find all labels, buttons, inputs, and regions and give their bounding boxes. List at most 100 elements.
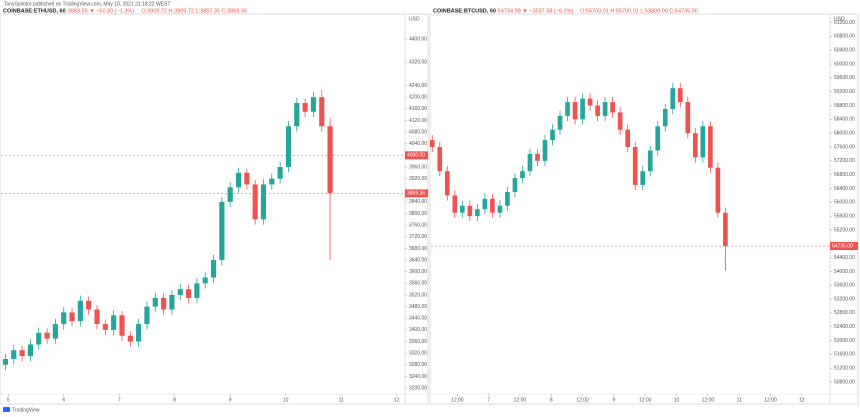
y-tick-label: 56000.00 — [834, 200, 855, 206]
candle-body — [252, 184, 258, 220]
y-tick-label: 54400.00 — [834, 255, 855, 261]
candle-body — [185, 289, 192, 298]
y-tick-label: 58400.00 — [834, 117, 855, 123]
candle-body — [227, 187, 233, 202]
candle-body — [86, 300, 92, 310]
candle-body — [11, 350, 17, 359]
y-tick-label: 57600.00 — [834, 144, 855, 150]
brand: TradingView — [12, 407, 40, 413]
candle-body — [52, 324, 58, 339]
y-unit: USD — [409, 16, 420, 22]
candle-body — [557, 115, 563, 130]
candle-body — [550, 129, 555, 141]
candle-body — [617, 112, 623, 130]
candle-body — [302, 102, 308, 112]
candle-body — [610, 102, 615, 113]
x-tick-label: 8 — [173, 397, 176, 403]
y-tick-label: 60400.00 — [834, 48, 855, 54]
y-tick-label: 4040.00 — [409, 141, 427, 147]
chart-title: COINBASE:BTCUSD, 60 — [433, 8, 496, 14]
candle-body — [77, 300, 83, 322]
candle-body — [565, 102, 570, 116]
x-tick-label: 9 — [613, 397, 616, 403]
x-tick-label: 12 — [799, 397, 805, 403]
candle-body — [169, 294, 175, 310]
ohlc-info: O:3909.72 H:3909.72 L:3857.35 C:3869.36 — [141, 8, 247, 14]
x-tick-label: 6 — [62, 397, 65, 403]
candle-body — [723, 212, 728, 247]
y-tick-label: 51600.00 — [834, 352, 855, 358]
candle-body — [194, 283, 200, 298]
x-tick-label: 9 — [229, 397, 232, 403]
candle-body — [111, 315, 117, 330]
last-price-label: 54735.00 — [832, 243, 853, 249]
candle-body — [277, 166, 283, 179]
y-tick-label: 57200.00 — [834, 158, 855, 164]
candle-body — [685, 102, 691, 134]
y-tick-label: 52400.00 — [834, 324, 855, 330]
candle-body — [512, 178, 518, 192]
candle-body — [527, 153, 533, 172]
y-tick-label: 3240.00 — [409, 374, 427, 380]
candle-body — [235, 172, 242, 188]
y-tick-label: 3200.00 — [409, 385, 427, 391]
candle-body — [319, 97, 325, 127]
y-tick-label: 3400.00 — [409, 327, 427, 333]
candle-body — [595, 105, 600, 116]
reference-label: 4000.00 — [407, 153, 425, 159]
x-tick-label: 12 — [394, 397, 400, 403]
x-tick-label: 12:00 — [639, 397, 652, 403]
y-tick-label: 3960.00 — [409, 164, 427, 170]
y-tick-label: 4200.00 — [409, 94, 427, 100]
ohlc-info: 3869.55 ▼ −50.80 (−1.3%) — [68, 8, 134, 14]
candle-body — [260, 184, 267, 220]
last-price-label: 3869.36 — [407, 191, 425, 197]
y-tick-label: 4160.00 — [409, 106, 427, 112]
x-tick-label: 7 — [487, 397, 490, 403]
last-price-box — [405, 189, 428, 198]
candle-body — [475, 209, 480, 217]
candle-body — [327, 126, 333, 194]
candle-body — [36, 332, 42, 345]
candle-body — [542, 140, 548, 161]
x-tick-label: 8 — [550, 397, 553, 403]
y-tick-label: 3800.00 — [409, 211, 427, 217]
candle-body — [625, 129, 631, 147]
x-tick-label: 12:00 — [451, 397, 464, 403]
ohlc-info: O:55700.01 H:55700.01 L:53800.00 C:54735… — [580, 8, 698, 14]
x-tick-label: 10 — [674, 397, 680, 403]
candle-body — [19, 350, 25, 357]
reference-box — [405, 151, 428, 160]
candle-body — [269, 178, 275, 185]
candle-body — [244, 172, 250, 185]
panel-frame — [429, 13, 859, 405]
y-tick-label: 56800.00 — [834, 172, 855, 178]
x-tick-label: 11 — [339, 397, 344, 403]
y-tick-label: 56400.00 — [834, 186, 855, 192]
y-tick-label: 59200.00 — [834, 89, 855, 95]
y-tick-label: 3560.00 — [409, 281, 427, 287]
candle-body — [285, 126, 292, 167]
candle-body — [127, 335, 133, 342]
candle-body — [219, 201, 225, 261]
x-tick-label: 5 — [7, 397, 10, 403]
chart-panel: COINBASE:BTCUSD, 60 54734.99 ▼ −3557.58 (… — [429, 8, 859, 405]
y-tick-label: 61200.00 — [834, 20, 855, 26]
candle-body — [444, 171, 450, 196]
author-line: TonySpilotro published on TradingView.co… — [4, 1, 170, 7]
y-tick-label: 58800.00 — [834, 103, 855, 109]
y-tick-label: 3480.00 — [409, 304, 427, 310]
y-tick-label: 4320.00 — [409, 60, 427, 66]
candle-body — [152, 297, 158, 307]
candle-body — [655, 126, 661, 151]
candle-body — [708, 126, 713, 168]
candle-body — [61, 312, 67, 325]
candle-body — [102, 324, 108, 330]
candle-body — [677, 88, 683, 103]
y-tick-label: 52000.00 — [834, 338, 855, 344]
y-tick-label: 50800.00 — [834, 379, 855, 385]
y-tick-label: 4080.00 — [409, 129, 427, 135]
x-tick-label: 12:00 — [514, 397, 527, 403]
